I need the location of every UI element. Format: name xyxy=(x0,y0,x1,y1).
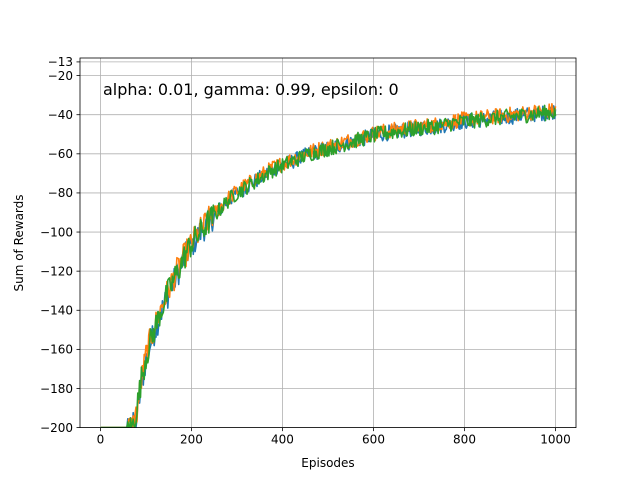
series-layer xyxy=(100,103,557,428)
y-tick-label: −40 xyxy=(48,108,73,122)
y-tick-label: −80 xyxy=(48,186,73,200)
y-tick-label: −200 xyxy=(40,421,73,435)
y-tick-label: −160 xyxy=(40,343,73,357)
y-tick-label: −20 xyxy=(48,69,73,83)
series-line-3 xyxy=(100,104,557,428)
y-tick-label: −120 xyxy=(40,264,73,278)
x-tick-label: 200 xyxy=(180,433,203,447)
x-tick-label: 0 xyxy=(97,433,105,447)
ticks: 0 200 400 600 800 1000 −200 −180 −160 −140 −120 −10… xyxy=(40,55,571,446)
y-tick-label: −140 xyxy=(40,304,73,318)
y-tick-label: −60 xyxy=(48,147,73,161)
y-tick-label: −100 xyxy=(40,225,73,239)
y-tick-label: −180 xyxy=(40,382,73,396)
chart-annotation: alpha: 0.01, gamma: 0.99, epsilon: 0 xyxy=(103,80,399,99)
x-tick-label: 1000 xyxy=(540,433,571,447)
y-axis-label: Sum of Rewards xyxy=(12,194,26,291)
x-tick-label: 400 xyxy=(271,433,294,447)
x-tick-label: 600 xyxy=(362,433,385,447)
x-tick-label: 800 xyxy=(453,433,476,447)
x-axis-label: Episodes xyxy=(301,456,354,470)
y-tick-label: −13 xyxy=(48,55,73,69)
axes-frame xyxy=(79,57,577,429)
